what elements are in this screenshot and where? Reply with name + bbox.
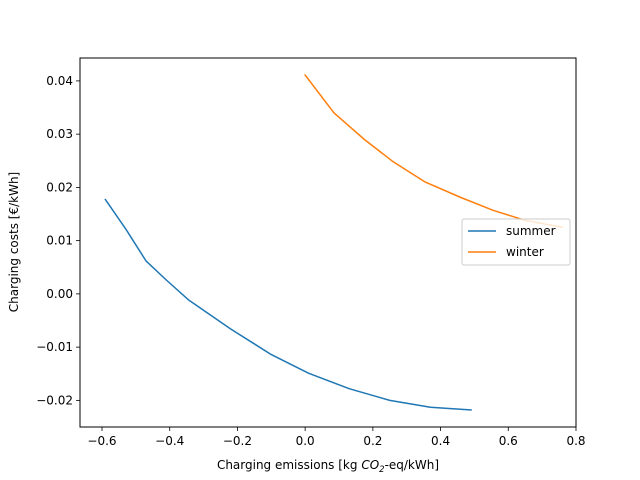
y-tick-label: 0.01	[46, 234, 73, 248]
plot-frame	[79, 57, 577, 428]
x-tick-label: −0.2	[223, 434, 252, 448]
y-tick-label: 0.04	[46, 74, 73, 88]
x-tick-label: −0.4	[155, 434, 184, 448]
x-tick-label: 0.6	[499, 434, 518, 448]
legend-label-winter: winter	[506, 245, 544, 259]
x-axis-label: Charging emissions [kg CO2-eq/kWh]	[217, 458, 439, 475]
x-tick-label: −0.6	[87, 434, 116, 448]
y-tick-label: −0.02	[36, 393, 73, 407]
series-line-summer	[104, 198, 472, 411]
x-tick-label: 0.4	[431, 434, 450, 448]
x-tick-label: 0.2	[363, 434, 382, 448]
y-tick-label: −0.01	[36, 340, 73, 354]
y-axis: −0.02 −0.01 0.00 0.01 0.02 0.03 0.04	[36, 74, 80, 407]
y-tick-label: 0.03	[46, 127, 73, 141]
x-axis: −0.6 −0.4 −0.2 0.0 0.2 0.4 0.6 0.8	[87, 427, 586, 448]
y-axis-label: Charging costs [€/kWh]	[7, 172, 21, 312]
legend: summer winter	[461, 218, 571, 266]
series-line-winter	[304, 73, 564, 229]
y-tick-label: 0.00	[46, 287, 73, 301]
plot-lines	[104, 73, 564, 411]
y-tick-label: 0.02	[46, 180, 73, 194]
x-tick-label: 0.8	[566, 434, 585, 448]
x-tick-label: 0.0	[296, 434, 315, 448]
legend-label-summer: summer	[506, 224, 556, 238]
